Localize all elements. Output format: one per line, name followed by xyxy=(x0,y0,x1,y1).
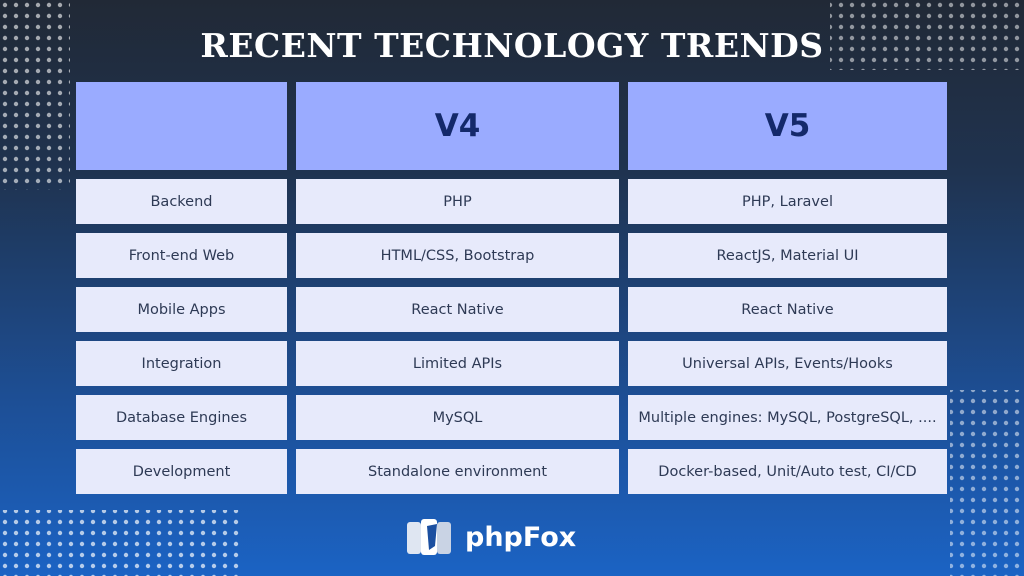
table-cell: React Native xyxy=(296,287,619,332)
logo: phpFox xyxy=(405,516,576,558)
table-cell: Docker-based, Unit/Auto test, CI/CD xyxy=(628,449,947,494)
title: RECENT TECHNOLOGY TRENDS xyxy=(200,26,824,65)
table-cell: PHP, Laravel xyxy=(628,179,947,224)
table-cell: MySQL xyxy=(296,395,619,440)
table-cell: Limited APIs xyxy=(296,341,619,386)
table-cell: Integration xyxy=(76,341,287,386)
header-cell: V5 xyxy=(628,82,947,170)
table-cell: Mobile Apps xyxy=(76,287,287,332)
table-cell: Universal APIs, Events/Hooks xyxy=(628,341,947,386)
table-cell: Front-end Web xyxy=(76,233,287,278)
header-cell xyxy=(76,82,287,170)
logo-text: phpFox xyxy=(465,521,577,553)
header-cell: V4 xyxy=(296,82,619,170)
table-cell: Development xyxy=(76,449,287,494)
table-cell: Database Engines xyxy=(76,395,287,440)
table-cell: HTML/CSS, Bootstrap xyxy=(296,233,619,278)
table-cell: PHP xyxy=(296,179,619,224)
table-cell: Standalone environment xyxy=(296,449,619,494)
table-cell: Backend xyxy=(76,179,287,224)
table-cell: Multiple engines: MySQL, PostgreSQL, ...… xyxy=(628,395,947,440)
table-cell: React Native xyxy=(628,287,947,332)
logo-icon xyxy=(407,519,451,555)
table-cell: ReactJS, Material UI xyxy=(628,233,947,278)
